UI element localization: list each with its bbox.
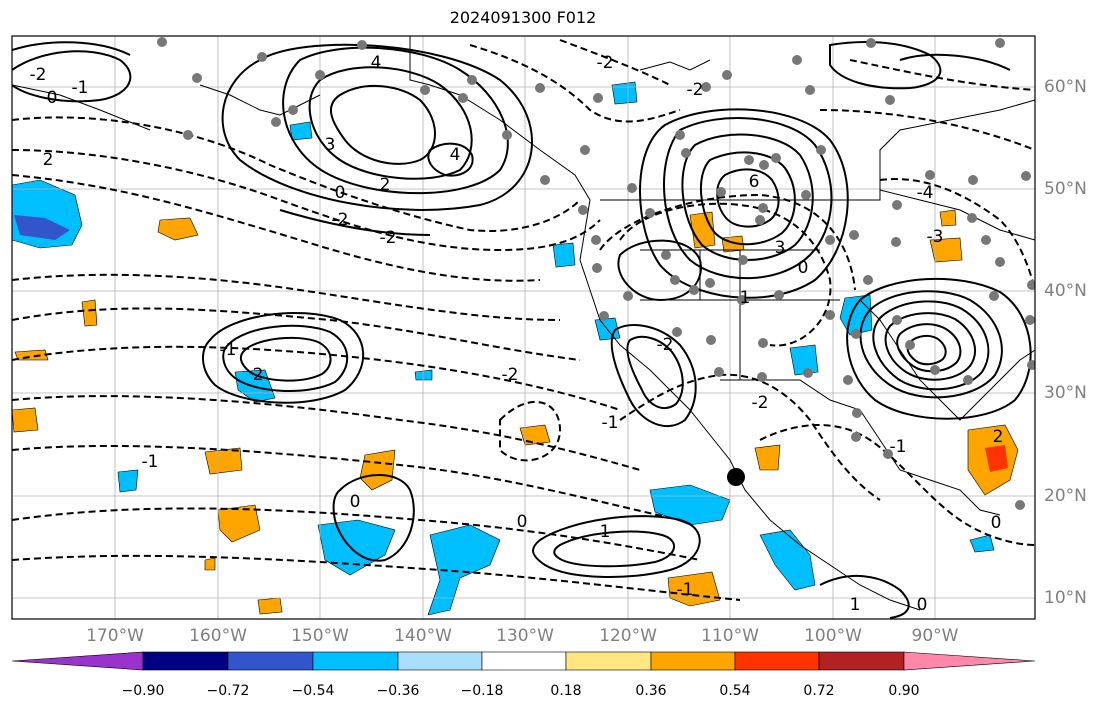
lon-tick-label: 100°W — [804, 626, 862, 646]
contour-label: -3 — [927, 227, 944, 247]
contour-label: 0 — [47, 88, 58, 108]
solid-contours — [12, 41, 1032, 619]
colorbar-tick-label: −0.36 — [376, 683, 420, 699]
contour-label: 2 — [43, 150, 54, 170]
contour-label: 1 — [740, 288, 751, 308]
colorbar-tick-label: −0.18 — [460, 683, 504, 699]
contour-label: 0 — [517, 512, 528, 532]
colorbar-segment — [397, 651, 483, 671]
dashed-contours — [12, 39, 1035, 601]
contour-label: -1 — [220, 340, 237, 360]
station-dots — [157, 37, 1035, 510]
colorbar-segment — [565, 651, 652, 671]
lon-tick-label: 140°W — [394, 626, 452, 646]
contour-label-group: 4 3 4 2 0 -2 -2 6 3 0 1 -2 -2 -1 0 1 -1 … — [30, 53, 1004, 615]
contour-label: 1 — [600, 522, 611, 542]
lat-tick-label: 10°N — [1044, 588, 1087, 608]
colorbar-tick-label: 0.18 — [550, 683, 582, 699]
colorbar-tick-label: 0.36 — [635, 683, 667, 699]
colorbar-max-extension — [903, 651, 1036, 671]
contour-label: -2 — [332, 210, 349, 230]
colorbar-tick-label: 0.72 — [803, 683, 835, 699]
colorbar-tick-label: −0.54 — [291, 683, 335, 699]
contour-label: 4 — [450, 145, 461, 165]
lon-tick-label: 90°W — [911, 626, 959, 646]
contour-label: -1 — [72, 78, 89, 98]
contour-label: 0 — [335, 183, 346, 203]
lat-tick-label: 30°N — [1044, 383, 1087, 403]
map-frame — [11, 35, 1036, 620]
colorbar-segment — [142, 651, 229, 671]
lon-tick-label: 130°W — [496, 626, 554, 646]
colorbar-segment — [227, 651, 314, 671]
colorbar — [11, 651, 1036, 671]
contour-label: -2 — [597, 53, 614, 73]
lon-tick-label: 150°W — [291, 626, 349, 646]
contour-label: -1 — [890, 437, 907, 457]
contour-label: 0 — [798, 258, 809, 278]
map-area — [12, 36, 1035, 619]
contour-label: 0 — [991, 513, 1002, 533]
gridlines — [12, 36, 1035, 619]
lat-tick-label: 60°N — [1044, 77, 1087, 97]
colorbar-tick-label: −0.90 — [121, 683, 165, 699]
contour-label: 3 — [325, 135, 336, 155]
colorbar-tick-label: 0.90 — [888, 683, 920, 699]
contour-label: 1 — [850, 595, 861, 615]
map-title: 2024091300 F012 — [449, 8, 597, 27]
contour-label: -1 — [602, 413, 619, 433]
lat-tick-label: 40°N — [1044, 281, 1087, 301]
contour-label: 0 — [917, 595, 928, 615]
contour-label: 6 — [749, 172, 760, 192]
contour-label: -2 — [687, 80, 704, 100]
contour-label: 0 — [350, 492, 361, 512]
shaded-regions — [12, 81, 1019, 616]
colorbar-tick-label: 0.54 — [719, 683, 751, 699]
lon-tick-label: 170°W — [86, 626, 144, 646]
contour-label: 3 — [775, 238, 786, 258]
colorbar-min-extension — [11, 651, 144, 671]
contour-label: 4 — [371, 53, 382, 73]
colorbar-tick-label: −0.72 — [206, 683, 250, 699]
contour-label: 2 — [253, 365, 264, 385]
lat-tick-label: 50°N — [1044, 179, 1087, 199]
lon-tick-label: 120°W — [599, 626, 657, 646]
contour-label: 2 — [993, 427, 1004, 447]
lon-tick-label: 110°W — [701, 626, 759, 646]
colorbar-segment — [650, 651, 736, 671]
contour-label: 2 — [380, 175, 391, 195]
contour-label: -2 — [30, 65, 47, 85]
colorbar-segment — [312, 651, 399, 671]
contour-label: -2 — [752, 393, 769, 413]
lon-tick-label: 160°W — [189, 626, 247, 646]
contour-label: -4 — [917, 183, 934, 203]
contour-label: -2 — [657, 335, 674, 355]
colorbar-segment — [734, 651, 820, 671]
storm-center-marker — [727, 468, 745, 486]
contour-label: -2 — [380, 228, 397, 248]
colorbar-segment — [818, 651, 905, 671]
contour-label: -1 — [677, 580, 694, 600]
colorbar-segment — [481, 651, 567, 671]
lat-tick-label: 20°N — [1044, 486, 1087, 506]
contour-label: -2 — [502, 365, 519, 385]
contour-label: -1 — [142, 452, 159, 472]
